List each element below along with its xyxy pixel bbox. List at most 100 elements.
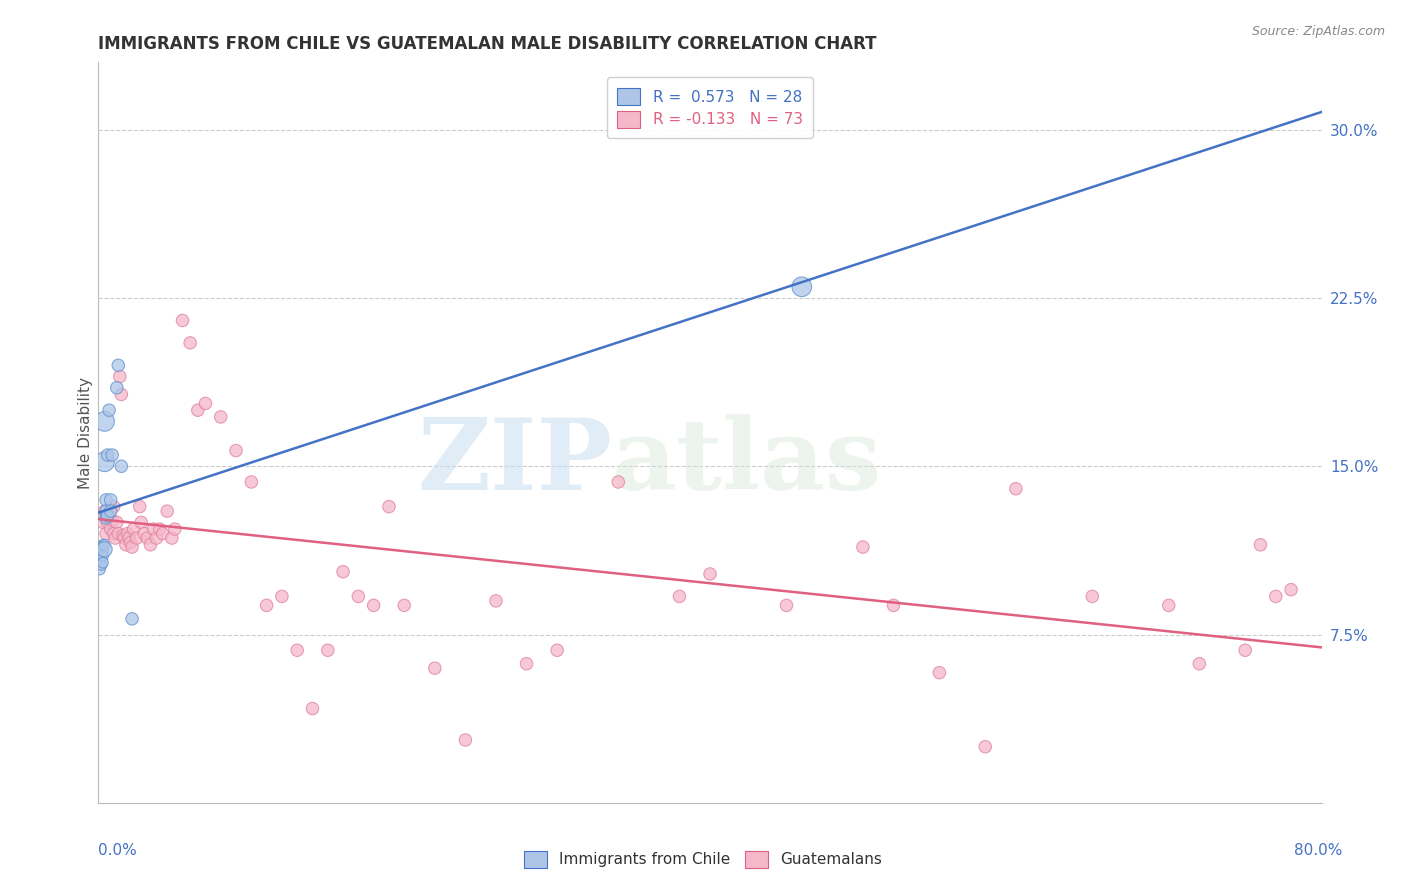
Point: [97, 516, 120, 530]
Point: [125, 531, 148, 545]
Point: [105, 516, 128, 530]
Point: [90, 549, 112, 563]
Point: [120, 535, 142, 549]
Point: [93, 538, 115, 552]
Text: 0.0%: 0.0%: [98, 843, 138, 858]
Text: atlas: atlas: [612, 414, 883, 511]
Point: [347, 590, 370, 604]
Point: [100, 522, 122, 536]
Point: [1157, 599, 1180, 613]
Point: [454, 733, 477, 747]
Point: [285, 643, 308, 657]
Point: [121, 540, 143, 554]
Point: [1188, 657, 1211, 671]
Point: [668, 590, 690, 604]
Point: [194, 396, 217, 410]
Point: [1004, 482, 1026, 496]
Point: [134, 526, 156, 541]
Point: [152, 526, 174, 541]
Point: [163, 522, 186, 536]
Point: [270, 590, 292, 604]
Point: [91, 544, 114, 558]
Point: [111, 529, 134, 543]
Point: [98, 403, 121, 417]
Point: [94, 511, 117, 525]
Point: [209, 409, 232, 424]
Point: [97, 508, 120, 523]
Point: [94, 526, 117, 541]
Point: [775, 599, 797, 613]
Point: [94, 504, 117, 518]
Point: [100, 504, 122, 518]
Legend: R =  0.573   N = 28, R = -0.133   N = 73: R = 0.573 N = 28, R = -0.133 N = 73: [607, 78, 813, 138]
Point: [101, 448, 124, 462]
Point: [378, 500, 401, 514]
Point: [118, 531, 141, 545]
Point: [93, 504, 115, 518]
Point: [107, 359, 129, 373]
Legend: Immigrants from Chile, Guatemalans: Immigrants from Chile, Guatemalans: [517, 845, 889, 873]
Point: [392, 599, 416, 613]
Point: [928, 665, 950, 680]
Text: IMMIGRANTS FROM CHILE VS GUATEMALAN MALE DISABILITY CORRELATION CHART: IMMIGRANTS FROM CHILE VS GUATEMALAN MALE…: [98, 35, 877, 53]
Point: [91, 556, 114, 570]
Point: [546, 643, 568, 657]
Text: Source: ZipAtlas.com: Source: ZipAtlas.com: [1251, 25, 1385, 38]
Point: [256, 599, 278, 613]
Point: [423, 661, 446, 675]
Point: [122, 522, 145, 536]
Point: [156, 504, 179, 518]
Point: [332, 565, 354, 579]
Point: [110, 387, 132, 401]
Point: [149, 522, 172, 536]
Point: [98, 508, 121, 523]
Point: [301, 701, 323, 715]
Point: [129, 516, 152, 530]
Point: [363, 599, 385, 613]
Point: [974, 739, 997, 754]
Point: [142, 522, 165, 536]
Point: [516, 657, 538, 671]
Point: [699, 566, 721, 581]
Point: [105, 381, 128, 395]
Point: [93, 455, 115, 469]
Point: [607, 475, 630, 489]
Point: [100, 492, 122, 507]
Point: [89, 544, 111, 558]
Point: [90, 540, 112, 554]
Point: [94, 492, 117, 507]
Point: [225, 443, 247, 458]
Point: [139, 538, 162, 552]
Point: [1279, 582, 1302, 597]
Point: [1249, 538, 1271, 552]
Point: [91, 549, 114, 563]
Point: [316, 643, 339, 657]
Point: [179, 335, 201, 350]
Point: [104, 531, 127, 545]
Point: [110, 459, 132, 474]
Point: [89, 562, 111, 576]
Point: [103, 526, 125, 541]
Point: [883, 599, 905, 613]
Text: 80.0%: 80.0%: [1295, 843, 1343, 858]
Point: [240, 475, 263, 489]
Point: [103, 500, 125, 514]
Point: [93, 414, 115, 428]
Point: [1234, 643, 1257, 657]
Point: [115, 538, 138, 552]
Point: [97, 448, 120, 462]
Point: [187, 403, 209, 417]
Point: [485, 594, 508, 608]
Point: [852, 540, 875, 554]
Point: [160, 531, 183, 545]
Point: [107, 526, 129, 541]
Y-axis label: Male Disability: Male Disability: [77, 376, 93, 489]
Point: [1264, 590, 1286, 604]
Point: [101, 513, 124, 527]
Point: [112, 531, 135, 545]
Point: [108, 369, 131, 384]
Point: [790, 280, 813, 294]
Point: [91, 538, 114, 552]
Point: [172, 313, 194, 327]
Point: [136, 531, 159, 545]
